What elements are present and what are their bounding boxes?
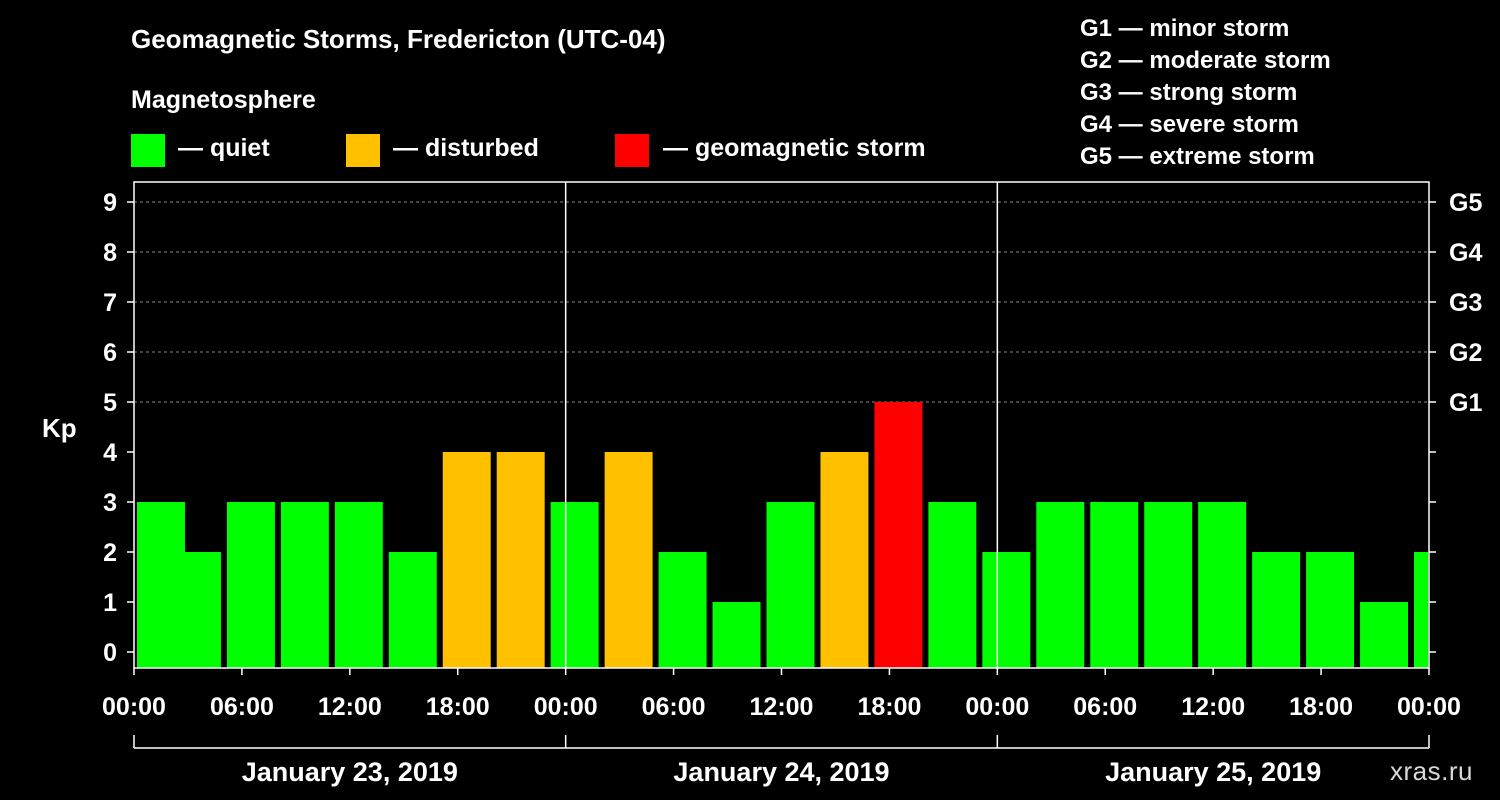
kp-bar (226, 502, 275, 668)
y-tick-label: 6 (103, 339, 117, 367)
kp-bar (1360, 602, 1409, 668)
kp-bar (1414, 552, 1428, 668)
legend-swatch-disturbed (346, 134, 380, 167)
y-axis-label: Kp (42, 413, 77, 443)
kp-bar (712, 602, 761, 668)
kp-bar (766, 502, 815, 668)
kp-bar (982, 552, 1031, 668)
y-tick-label: 5 (103, 389, 117, 417)
kp-bar (496, 452, 545, 668)
legend-label-quiet: — quiet (178, 134, 270, 162)
g-level-label: G1 (1449, 389, 1482, 417)
kp-bar (604, 452, 653, 668)
kp-bar (874, 402, 923, 668)
g-level-label: G4 (1449, 239, 1482, 267)
day-label: January 23, 2019 (242, 757, 458, 787)
kp-bar (1252, 552, 1301, 668)
legend-swatch-storm (615, 134, 649, 167)
x-tick-label: 06:00 (642, 693, 706, 721)
y-tick-label: 7 (103, 289, 117, 317)
day-label: January 24, 2019 (673, 757, 889, 787)
x-tick-label: 00:00 (534, 693, 598, 721)
x-tick-label: 18:00 (857, 693, 921, 721)
chart-title: Geomagnetic Storms, Fredericton (UTC-04) (131, 24, 666, 54)
x-tick-label: 18:00 (426, 693, 490, 721)
kp-bar (550, 502, 599, 668)
x-tick-label: 00:00 (102, 693, 166, 721)
kp-bar (442, 452, 491, 668)
x-tick-label: 12:00 (1181, 693, 1245, 721)
legend-label-storm: — geomagnetic storm (663, 134, 926, 162)
kp-bar (172, 552, 221, 668)
kp-bar (1036, 502, 1085, 668)
g-level-label: G3 (1449, 289, 1482, 317)
x-tick-label: 06:00 (1073, 693, 1137, 721)
y-tick-label: 4 (103, 439, 117, 467)
y-tick-label: 3 (103, 489, 117, 517)
g-scale-item: G1 — minor storm (1080, 15, 1290, 42)
x-tick-label: 00:00 (1397, 693, 1461, 721)
kp-bar (1306, 552, 1355, 668)
x-tick-label: 18:00 (1289, 693, 1353, 721)
kp-bar (658, 552, 707, 668)
legend-label-disturbed: — disturbed (393, 134, 539, 162)
kp-bar (388, 552, 437, 668)
kp-bar (1090, 502, 1139, 668)
g-scale-item: G5 — extreme storm (1080, 143, 1315, 170)
kp-bar (280, 502, 329, 668)
watermark: xras.ru (1390, 756, 1473, 786)
kp-bar (334, 502, 383, 668)
g-level-label: G5 (1449, 189, 1482, 217)
y-tick-label: 1 (103, 589, 117, 617)
y-tick-label: 2 (103, 539, 117, 567)
kp-bar (928, 502, 977, 668)
legend-swatch-quiet (131, 134, 165, 167)
day-label: January 25, 2019 (1105, 757, 1321, 787)
x-tick-label: 06:00 (210, 693, 274, 721)
g-scale-item: G3 — strong storm (1080, 79, 1298, 106)
kp-bar (1198, 502, 1247, 668)
y-tick-label: 0 (103, 639, 117, 667)
g-scale-item: G2 — moderate storm (1080, 47, 1331, 74)
x-tick-label: 00:00 (965, 693, 1029, 721)
y-tick-label: 8 (103, 239, 117, 267)
chart-subtitle: Magnetosphere (131, 86, 316, 114)
g-level-label: G2 (1449, 339, 1482, 367)
x-tick-label: 12:00 (750, 693, 814, 721)
kp-bar (820, 452, 869, 668)
y-tick-label: 9 (103, 189, 117, 217)
kp-bar (1144, 502, 1193, 668)
g-scale-item: G4 — severe storm (1080, 111, 1299, 138)
x-tick-label: 12:00 (318, 693, 382, 721)
